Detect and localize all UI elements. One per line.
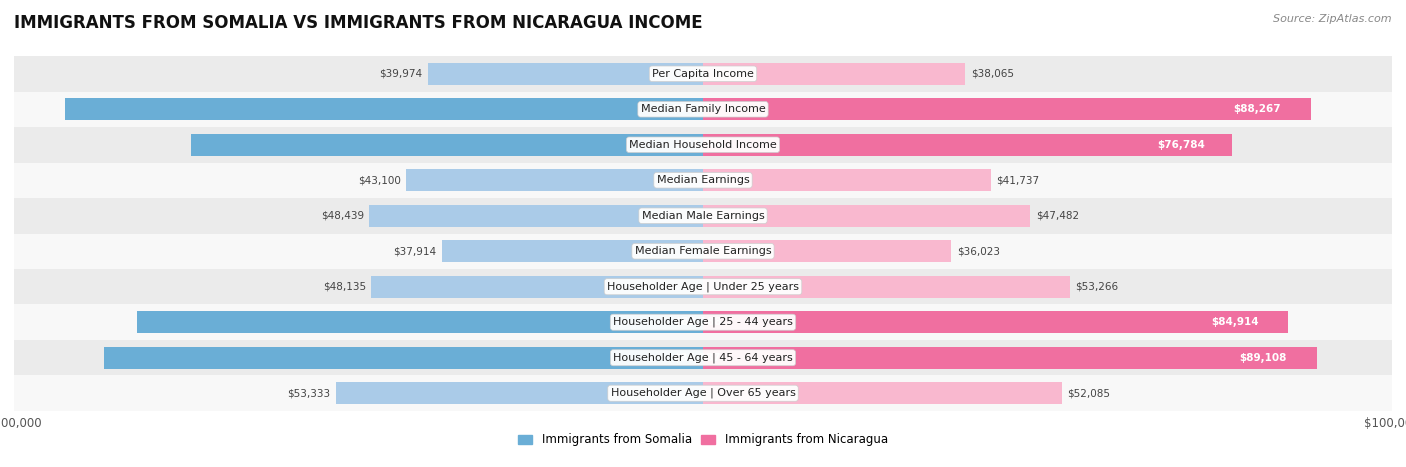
Text: $41,737: $41,737 [995, 175, 1039, 185]
Bar [703, 276, 1070, 298]
Bar [703, 240, 952, 262]
Text: Median Female Earnings: Median Female Earnings [634, 246, 772, 256]
FancyBboxPatch shape [14, 375, 1392, 411]
Text: IMMIGRANTS FROM SOMALIA VS IMMIGRANTS FROM NICARAGUA INCOME: IMMIGRANTS FROM SOMALIA VS IMMIGRANTS FR… [14, 14, 703, 32]
Text: $47,482: $47,482 [1036, 211, 1078, 221]
Text: Householder Age | 25 - 44 years: Householder Age | 25 - 44 years [613, 317, 793, 327]
FancyBboxPatch shape [14, 234, 1392, 269]
Text: Median Earnings: Median Earnings [657, 175, 749, 185]
Text: $74,300: $74,300 [678, 140, 725, 150]
Text: Householder Age | Over 65 years: Householder Age | Over 65 years [610, 388, 796, 398]
Text: $84,914: $84,914 [1211, 317, 1258, 327]
Bar [336, 382, 703, 404]
FancyBboxPatch shape [14, 269, 1392, 304]
Text: Per Capita Income: Per Capita Income [652, 69, 754, 79]
Text: Source: ZipAtlas.com: Source: ZipAtlas.com [1274, 14, 1392, 24]
Text: $53,266: $53,266 [1076, 282, 1119, 292]
Bar [104, 347, 703, 369]
Bar [703, 347, 1317, 369]
Bar [65, 98, 703, 120]
FancyBboxPatch shape [14, 56, 1392, 92]
Bar [703, 382, 1062, 404]
Text: $53,333: $53,333 [287, 388, 330, 398]
Text: Median Male Earnings: Median Male Earnings [641, 211, 765, 221]
Text: $38,065: $38,065 [970, 69, 1014, 79]
Bar [703, 63, 966, 85]
Bar [703, 205, 1031, 227]
Bar [191, 134, 703, 156]
Text: $82,188: $82,188 [675, 317, 723, 327]
Text: $43,100: $43,100 [357, 175, 401, 185]
Text: Median Family Income: Median Family Income [641, 104, 765, 114]
Text: $52,085: $52,085 [1067, 388, 1111, 398]
Bar [427, 63, 703, 85]
FancyBboxPatch shape [14, 304, 1392, 340]
Text: $92,609: $92,609 [671, 104, 718, 114]
Text: Householder Age | Under 25 years: Householder Age | Under 25 years [607, 282, 799, 292]
Bar [703, 98, 1312, 120]
Bar [703, 169, 991, 191]
FancyBboxPatch shape [14, 198, 1392, 234]
Text: $86,987: $86,987 [673, 353, 720, 363]
Bar [441, 240, 703, 262]
Text: $48,135: $48,135 [323, 282, 366, 292]
Text: Householder Age | 45 - 64 years: Householder Age | 45 - 64 years [613, 353, 793, 363]
Text: $76,784: $76,784 [1157, 140, 1205, 150]
Bar [703, 311, 1288, 333]
Text: $88,267: $88,267 [1233, 104, 1281, 114]
Text: $48,439: $48,439 [321, 211, 364, 221]
FancyBboxPatch shape [14, 340, 1392, 375]
Text: $37,914: $37,914 [394, 246, 436, 256]
Bar [370, 205, 703, 227]
Text: $89,108: $89,108 [1239, 353, 1286, 363]
Legend: Immigrants from Somalia, Immigrants from Nicaragua: Immigrants from Somalia, Immigrants from… [513, 429, 893, 451]
Bar [371, 276, 703, 298]
FancyBboxPatch shape [14, 127, 1392, 163]
Bar [703, 134, 1232, 156]
Text: $39,974: $39,974 [380, 69, 422, 79]
FancyBboxPatch shape [14, 92, 1392, 127]
Bar [406, 169, 703, 191]
Bar [136, 311, 703, 333]
FancyBboxPatch shape [14, 163, 1392, 198]
Text: $36,023: $36,023 [956, 246, 1000, 256]
Text: Median Household Income: Median Household Income [628, 140, 778, 150]
